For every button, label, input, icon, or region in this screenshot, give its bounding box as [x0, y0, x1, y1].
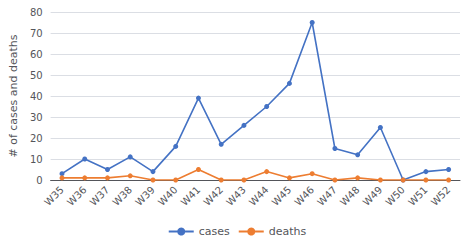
svg-text:W37: W37 [88, 184, 112, 208]
svg-text:W46: W46 [292, 184, 316, 208]
svg-text:W38: W38 [110, 184, 134, 208]
svg-text:80: 80 [30, 7, 43, 18]
svg-text:deaths: deaths [269, 225, 307, 238]
svg-text:W47: W47 [315, 184, 339, 208]
svg-text:20: 20 [30, 133, 43, 144]
svg-text:W35: W35 [42, 184, 66, 208]
svg-text:W44: W44 [247, 184, 271, 208]
svg-text:# of cases and deaths: # of cases and deaths [7, 34, 20, 157]
svg-text:W48: W48 [338, 184, 362, 208]
svg-text:W39: W39 [133, 184, 157, 208]
svg-text:10: 10 [30, 154, 43, 165]
svg-text:W43: W43 [224, 184, 248, 208]
svg-text:W40: W40 [156, 184, 180, 208]
svg-text:W41: W41 [179, 184, 203, 208]
svg-text:W50: W50 [383, 184, 407, 208]
svg-text:70: 70 [30, 28, 43, 39]
svg-text:30: 30 [30, 112, 43, 123]
svg-text:W36: W36 [65, 184, 89, 208]
svg-text:0: 0 [36, 175, 42, 186]
svg-text:cases: cases [199, 225, 230, 238]
svg-text:40: 40 [30, 91, 43, 102]
svg-text:60: 60 [30, 49, 43, 60]
svg-text:W42: W42 [201, 184, 225, 208]
svg-text:W52: W52 [429, 184, 453, 208]
svg-text:W51: W51 [406, 184, 430, 208]
svg-text:W45: W45 [270, 184, 294, 208]
svg-text:W49: W49 [361, 184, 385, 208]
svg-text:50: 50 [30, 70, 43, 81]
